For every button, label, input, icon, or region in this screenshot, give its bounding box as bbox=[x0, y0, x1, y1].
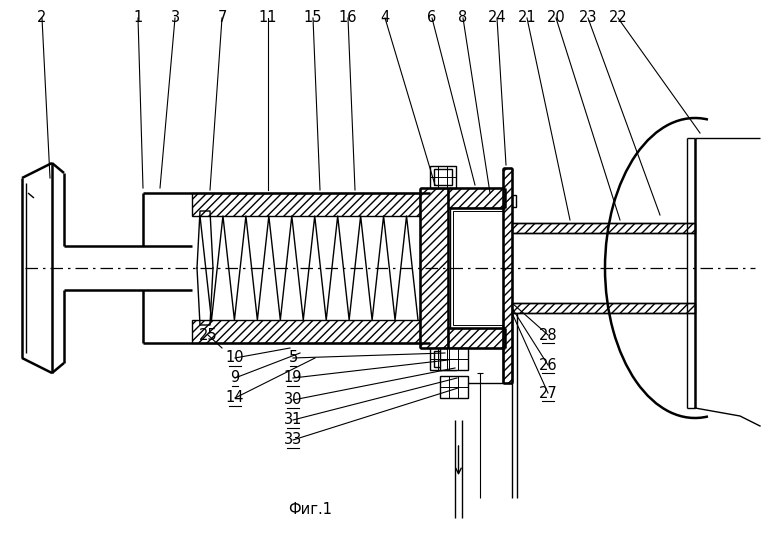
Bar bbox=[512, 303, 695, 313]
Bar bbox=[504, 195, 516, 207]
Text: 3: 3 bbox=[171, 11, 179, 26]
Bar bbox=[192, 193, 420, 216]
Text: 4: 4 bbox=[381, 11, 390, 26]
Text: 2: 2 bbox=[37, 11, 47, 26]
Bar bbox=[440, 376, 468, 398]
Bar bbox=[192, 320, 420, 343]
Text: 24: 24 bbox=[488, 11, 506, 26]
Bar bbox=[448, 328, 505, 348]
Text: 15: 15 bbox=[303, 11, 322, 26]
Text: 16: 16 bbox=[339, 11, 357, 26]
Text: 31: 31 bbox=[284, 412, 302, 427]
Text: 20: 20 bbox=[547, 11, 566, 26]
Bar bbox=[453, 211, 507, 325]
Text: 11: 11 bbox=[259, 11, 277, 26]
Bar bbox=[430, 348, 456, 370]
Bar bbox=[503, 168, 512, 383]
Text: 27: 27 bbox=[539, 386, 558, 401]
Bar bbox=[420, 188, 448, 348]
Bar bbox=[434, 351, 452, 367]
Text: Фиг.1: Фиг.1 bbox=[288, 503, 332, 517]
Bar bbox=[450, 208, 510, 328]
Bar bbox=[440, 348, 468, 370]
Text: 9: 9 bbox=[230, 371, 239, 386]
Bar bbox=[448, 188, 505, 208]
Text: 21: 21 bbox=[518, 11, 537, 26]
Text: 25: 25 bbox=[199, 328, 218, 343]
Text: 23: 23 bbox=[579, 11, 597, 26]
Text: 8: 8 bbox=[459, 11, 468, 26]
Text: 1: 1 bbox=[133, 11, 143, 26]
Text: 26: 26 bbox=[539, 358, 558, 373]
Text: 5: 5 bbox=[289, 350, 298, 365]
Bar bbox=[512, 223, 695, 233]
Text: 7: 7 bbox=[218, 11, 227, 26]
Text: 14: 14 bbox=[225, 391, 244, 406]
Text: 6: 6 bbox=[427, 11, 437, 26]
Text: 28: 28 bbox=[539, 328, 558, 343]
Text: 19: 19 bbox=[284, 371, 303, 386]
Text: 30: 30 bbox=[284, 392, 303, 407]
Text: 10: 10 bbox=[225, 350, 244, 365]
Bar bbox=[434, 169, 452, 185]
Text: 22: 22 bbox=[608, 11, 627, 26]
Text: 33: 33 bbox=[284, 432, 302, 448]
Bar bbox=[430, 166, 456, 188]
